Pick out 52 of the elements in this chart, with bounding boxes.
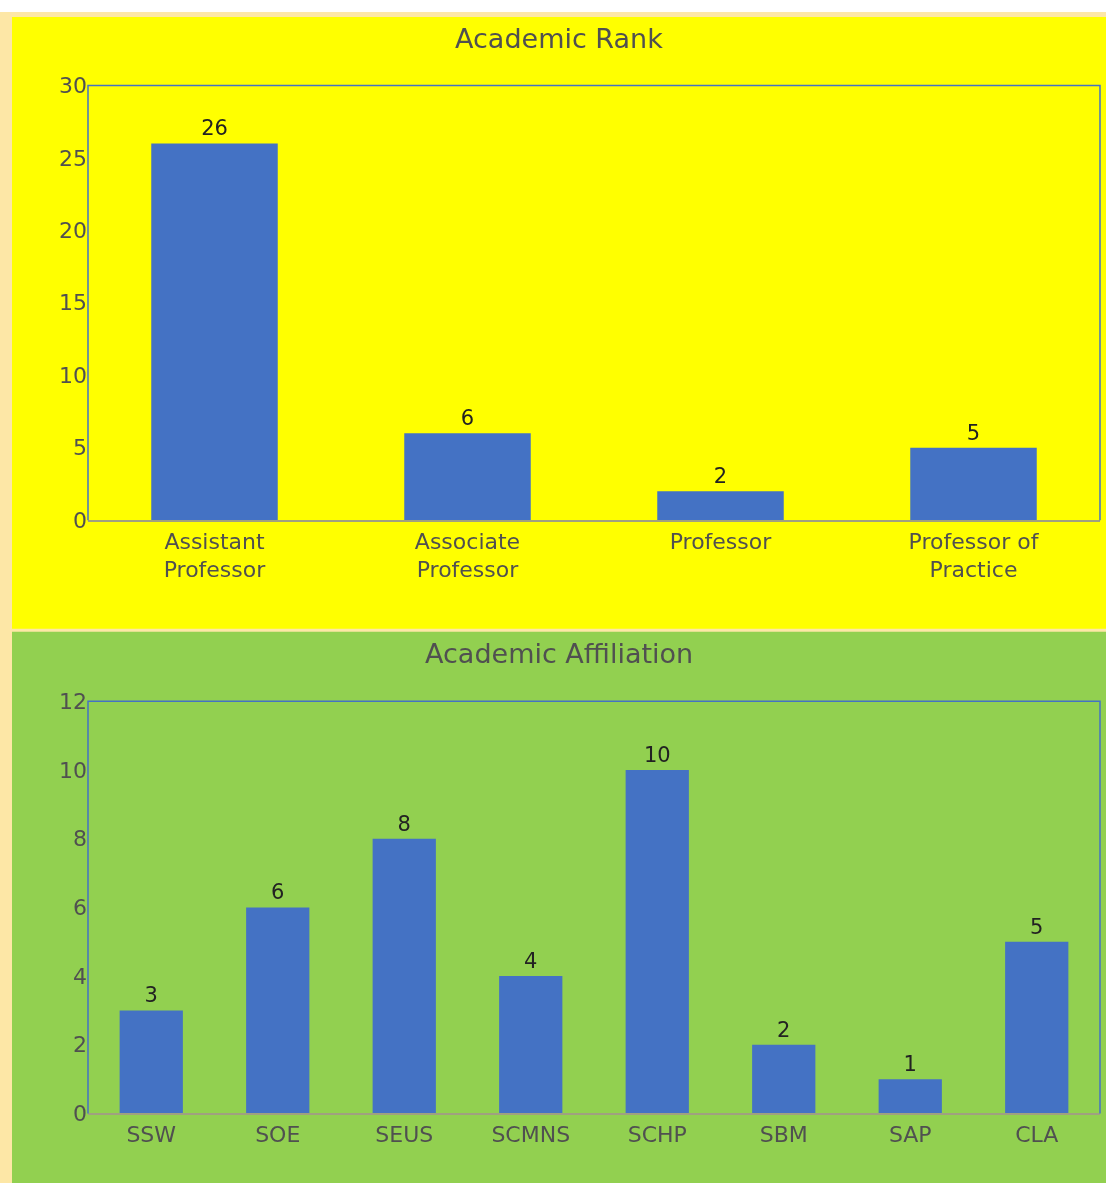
y-tick-label: 12: [59, 688, 87, 714]
y-tick-label: 10: [59, 757, 87, 783]
data-label: 6: [460, 406, 475, 431]
y-tick-label: 15: [59, 290, 87, 316]
data-label: 10: [643, 742, 671, 767]
bar: [372, 838, 436, 1114]
x-tick-label: Associate Professor: [414, 528, 521, 583]
x-tick-label: SBM: [759, 1121, 808, 1147]
y-tick-label: 0: [73, 1101, 87, 1127]
bar: [625, 769, 689, 1114]
x-tick-label: Assistant Professor: [163, 528, 267, 583]
data-label: 3: [144, 983, 158, 1008]
x-tick-label: SSW: [126, 1121, 177, 1147]
x-tick-label: Professor of Practice: [908, 528, 1040, 583]
bar: [657, 491, 784, 521]
y-tick-label: 0: [73, 507, 87, 533]
x-tick-label: SCHP: [627, 1121, 687, 1147]
bar: [151, 143, 278, 521]
y-tick-label: 2: [73, 1032, 87, 1058]
data-label: 2: [777, 1017, 791, 1042]
data-label: 8: [397, 811, 411, 836]
data-label: 6: [271, 880, 285, 905]
data-label: 26: [201, 116, 228, 141]
x-tick-label: SAP: [888, 1121, 932, 1147]
bar: [1005, 941, 1069, 1114]
bar: [119, 1010, 183, 1114]
data-label: 5: [1030, 914, 1044, 939]
chart-title: Academic Rank: [455, 23, 664, 54]
y-tick-label: 8: [73, 826, 87, 852]
bar: [246, 907, 310, 1114]
y-tick-label: 6: [73, 895, 87, 921]
bar: [910, 447, 1037, 521]
y-tick-label: 20: [59, 218, 87, 244]
x-tick-label: SEUS: [375, 1121, 434, 1147]
chart-title: Academic Affiliation: [425, 638, 694, 669]
x-tick-label: Professor: [669, 528, 773, 554]
x-tick-label: CLA: [1015, 1121, 1059, 1147]
y-tick-label: 5: [73, 435, 87, 461]
bar: [404, 433, 531, 521]
bar: [878, 1079, 942, 1114]
x-tick-label: SOE: [255, 1121, 301, 1147]
y-tick-label: 10: [59, 362, 87, 388]
y-tick-label: 25: [59, 145, 87, 171]
y-tick-label: 4: [73, 963, 87, 989]
bar: [752, 1044, 816, 1114]
data-label: 2: [713, 464, 728, 489]
data-label: 4: [524, 949, 538, 974]
data-label: 1: [903, 1052, 917, 1077]
y-tick-label: 30: [59, 73, 87, 99]
data-label: 5: [966, 420, 981, 445]
x-tick-label: SCMNS: [491, 1121, 571, 1147]
bar: [499, 976, 563, 1114]
